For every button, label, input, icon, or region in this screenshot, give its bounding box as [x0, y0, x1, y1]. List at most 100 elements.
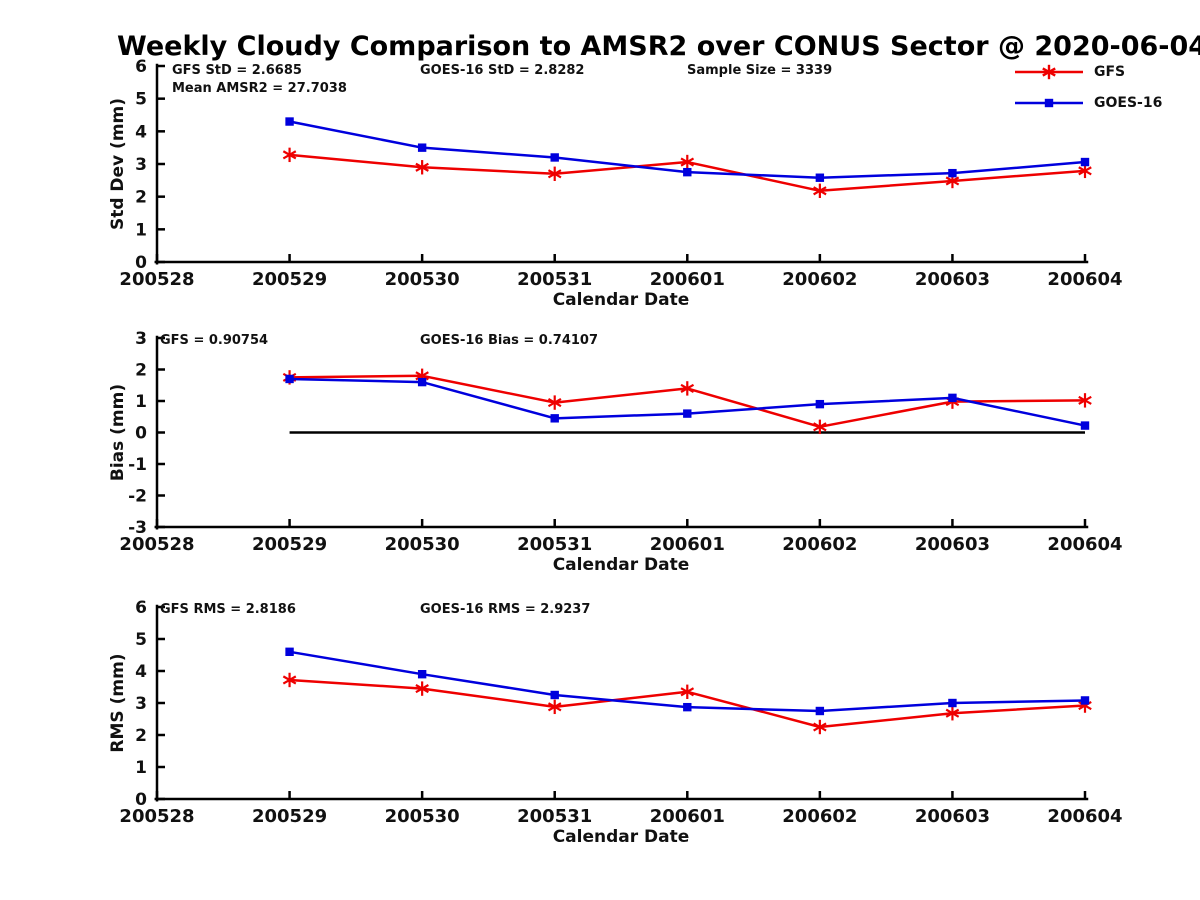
x-tick-label: 200530 [385, 269, 460, 290]
y-tick-label: 1 [135, 220, 147, 240]
x-tick-label: 200531 [517, 534, 592, 555]
stat-annotation: GOES-16 Bias = 0.74107 [420, 333, 598, 348]
y-tick-label: 3 [135, 694, 147, 714]
gfs-star-marker [415, 162, 429, 172]
goes16-line-square-icon [1015, 98, 1083, 108]
x-tick-label: 200529 [252, 806, 327, 827]
gfs-star-marker [813, 186, 827, 196]
y-tick-label: 2 [135, 188, 147, 208]
y-tick-label: 0 [135, 253, 147, 273]
gfs-star-marker [813, 722, 827, 732]
series-line-goes-16 [289, 650, 1086, 713]
y-tick-label: 2 [135, 361, 147, 381]
y-tick-label: 0 [135, 790, 147, 810]
y-tick-label: 4 [135, 122, 147, 142]
goes16-square-marker [285, 374, 294, 384]
gfs-star-marker [945, 176, 960, 186]
goes16-square-marker [815, 706, 825, 716]
x-tick-label: 200528 [119, 534, 194, 555]
goes16-square-marker [417, 377, 427, 387]
y-tick-label: 1 [135, 758, 147, 778]
y-tick-label: -3 [128, 518, 147, 538]
legend-item-gfs: GFS [1012, 61, 1162, 83]
x-tick-label: 200602 [782, 806, 857, 827]
x-tick-label: 200604 [1047, 806, 1122, 827]
gfs-star-marker [1078, 166, 1092, 176]
stat-annotation: GOES-16 StD = 2.8282 [420, 63, 584, 78]
y-tick-label: -1 [128, 455, 147, 475]
stat-annotation: Mean AMSR2 = 27.7038 [172, 81, 347, 96]
x-tick-label: 200603 [915, 534, 990, 555]
chart-title: Weekly Cloudy Comparison to AMSR2 over C… [117, 31, 1200, 62]
goes16-square-marker [1080, 157, 1090, 167]
x-tick-label: 200530 [385, 806, 460, 827]
y-tick-label: 5 [135, 90, 147, 110]
goes16-square-marker [948, 698, 957, 708]
y-tick-label: 3 [135, 155, 147, 175]
goes16-square-marker [550, 690, 559, 700]
x-axis-title: Calendar Date [553, 290, 690, 310]
legend-label-goes16: GOES-16 [1094, 95, 1163, 111]
goes16-square-marker [1080, 696, 1090, 705]
gfs-star-marker [1078, 395, 1092, 405]
goes16-square-marker [948, 168, 957, 178]
gfs-star-marker [680, 157, 695, 167]
y-tick-label: 5 [135, 630, 147, 650]
x-tick-label: 200603 [915, 269, 990, 290]
x-tick-label: 200531 [517, 269, 592, 290]
gfs-star-marker [680, 687, 695, 697]
x-tick-label: 200604 [1047, 269, 1122, 290]
y-axis-title: Std Dev (mm) [108, 98, 128, 230]
goes16-square-marker [948, 393, 957, 403]
x-tick-label: 200528 [119, 806, 194, 827]
y-axis-title: Bias (mm) [108, 384, 128, 481]
gfs-star-marker [547, 169, 562, 179]
legend-label-gfs: GFS [1094, 64, 1126, 80]
y-tick-label: 0 [135, 424, 147, 444]
y-tick-label: -2 [128, 487, 147, 507]
gfs-star-marker [547, 398, 562, 408]
y-tick-label: 4 [135, 662, 147, 682]
x-tick-label: 200528 [119, 269, 194, 290]
x-tick-label: 200603 [915, 806, 990, 827]
y-axis-title: RMS (mm) [108, 653, 128, 752]
goes16-square-marker [550, 414, 559, 423]
goes16-square-marker [285, 647, 294, 656]
legend-item-goes16: GOES-16 [1012, 92, 1162, 114]
gfs-star-marker [680, 383, 695, 393]
y-tick-label: 6 [135, 57, 147, 77]
x-tick-label: 200529 [252, 269, 327, 290]
x-tick-label: 200602 [782, 269, 857, 290]
y-tick-label: 1 [135, 392, 147, 412]
goes16-square-marker [815, 399, 825, 409]
stat-annotation: GFS RMS = 2.8186 [160, 602, 296, 617]
x-tick-label: 200531 [517, 806, 592, 827]
goes16-square-marker [683, 702, 692, 712]
y-tick-label: 2 [135, 726, 147, 746]
gfs-star-marker [813, 422, 827, 432]
goes16-square-marker [550, 153, 559, 162]
x-tick-label: 200604 [1047, 534, 1122, 555]
gfs-star-marker [415, 684, 429, 694]
gfs-star-marker [282, 675, 297, 685]
y-tick-label: 3 [135, 329, 147, 349]
goes16-square-marker [417, 143, 427, 152]
legend: GFS GOES-16 [1012, 61, 1162, 123]
x-tick-label: 200601 [650, 534, 725, 555]
x-tick-label: 200530 [385, 534, 460, 555]
x-tick-label: 200601 [650, 269, 725, 290]
gfs-star-marker [282, 150, 297, 160]
gfs-star-marker [547, 702, 562, 712]
x-tick-label: 200529 [252, 534, 327, 555]
x-axis-title: Calendar Date [553, 555, 690, 575]
goes16-square-marker [815, 173, 825, 182]
stat-annotation: Sample Size = 3339 [687, 63, 832, 78]
y-tick-label: 6 [135, 598, 147, 618]
goes16-square-marker [683, 167, 692, 177]
stat-annotation: GFS = 0.90754 [160, 333, 268, 348]
x-tick-label: 200601 [650, 806, 725, 827]
stat-annotation: GFS StD = 2.6685 [172, 63, 302, 78]
gfs-line-star-icon [1015, 64, 1083, 80]
